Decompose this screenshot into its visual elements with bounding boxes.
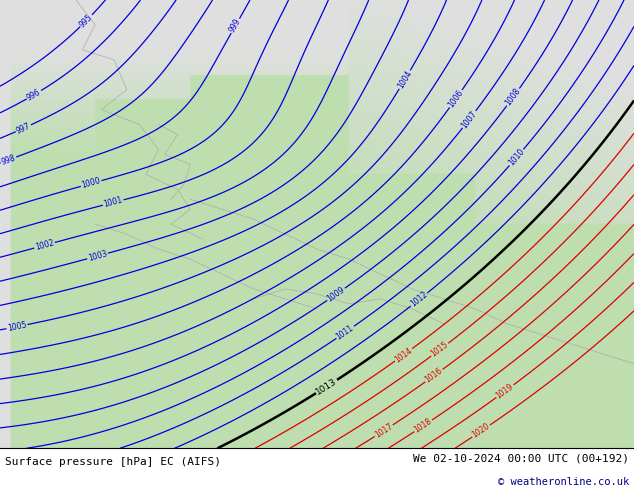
Text: 1003: 1003 [87, 249, 108, 263]
Text: © weatheronline.co.uk: © weatheronline.co.uk [498, 477, 629, 487]
Text: 997: 997 [15, 121, 32, 135]
Text: 1012: 1012 [409, 290, 429, 309]
Text: 999: 999 [228, 17, 243, 34]
Text: 1020: 1020 [470, 422, 491, 440]
Text: 1009: 1009 [326, 285, 347, 303]
Text: 1018: 1018 [413, 417, 434, 435]
Text: 1008: 1008 [504, 87, 522, 107]
Text: 1013: 1013 [314, 377, 339, 396]
Text: 998: 998 [0, 153, 17, 167]
Text: 995: 995 [78, 12, 94, 29]
Text: 1001: 1001 [103, 196, 124, 209]
Text: 1017: 1017 [373, 422, 394, 440]
Text: 1006: 1006 [446, 88, 465, 109]
Text: 1004: 1004 [396, 69, 413, 90]
Text: 1011: 1011 [335, 323, 356, 342]
Text: 1019: 1019 [495, 382, 515, 400]
Text: 1002: 1002 [34, 239, 55, 252]
Text: 1015: 1015 [429, 340, 450, 359]
Text: 1007: 1007 [460, 109, 479, 130]
Text: 1014: 1014 [393, 345, 414, 364]
Text: 996: 996 [25, 87, 42, 102]
Text: 1016: 1016 [424, 367, 444, 385]
Text: 1005: 1005 [6, 320, 27, 333]
Text: Surface pressure [hPa] EC (AIFS): Surface pressure [hPa] EC (AIFS) [5, 457, 221, 466]
Text: 1010: 1010 [507, 147, 526, 168]
Text: We 02-10-2024 00:00 UTC (00+192): We 02-10-2024 00:00 UTC (00+192) [413, 454, 629, 464]
Text: 1000: 1000 [81, 176, 101, 191]
